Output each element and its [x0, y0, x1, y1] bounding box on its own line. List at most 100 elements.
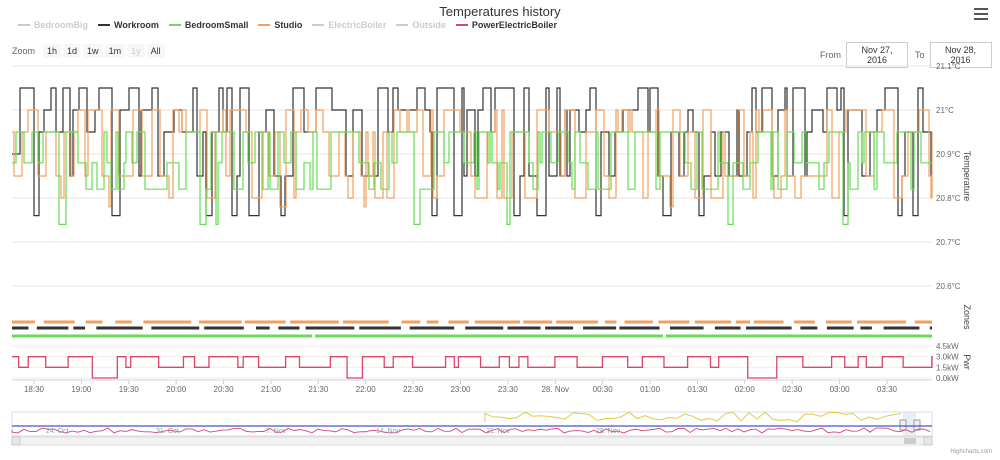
menu-icon[interactable] [974, 8, 988, 20]
x-tick-label: 03:30 [877, 385, 898, 394]
zone-bar-workroom [204, 326, 244, 330]
navigator-handle-right[interactable] [913, 419, 921, 431]
zone-bar-studio [199, 320, 242, 324]
zone-bar-studio [290, 320, 339, 324]
zone-bar-studio [244, 320, 286, 324]
x-tick-label: 19:00 [71, 385, 92, 394]
x-tick-label: 02:00 [735, 385, 756, 394]
zone-bar-workroom [255, 326, 270, 330]
zone-bar-studio [523, 320, 553, 324]
zone-bar-workroom [73, 326, 86, 330]
zone-bar-studio [401, 320, 421, 324]
y-tick-label: 4.5kW [936, 342, 959, 351]
legend-label: ElectricBoiler [328, 20, 387, 30]
zoom-all-button[interactable]: All [146, 44, 165, 58]
scrollbar-thumb[interactable] [904, 438, 916, 444]
y-tick-label: 1.5kW [936, 363, 959, 372]
zoom-1m-button[interactable]: 1m [104, 44, 126, 58]
zone-bar-studio [825, 320, 852, 324]
zone-bar-studio [12, 320, 35, 324]
x-tick-label: 00:30 [593, 385, 614, 394]
zone-bar-bedroomsmall [12, 334, 313, 338]
zone-bar-studio [143, 320, 192, 324]
zoom-1h-button[interactable]: 1h [43, 44, 62, 58]
zone-bar-workroom [670, 326, 704, 330]
navigator-tick-label: 14. Nov [376, 428, 401, 435]
legend-item-bedroomsmall[interactable]: BedroomSmall [168, 20, 248, 30]
legend-item-studio[interactable]: Studio [258, 20, 302, 30]
navigator-frame [11, 411, 933, 437]
zone-bar-studio [85, 320, 103, 324]
y-tick-label: 0.0kW [936, 374, 959, 383]
scrollbar-left-button[interactable] [11, 436, 21, 446]
zone-bar-workroom [826, 326, 854, 330]
zoom-1y-button[interactable]: 1y [127, 44, 145, 58]
zone-bar-studio [856, 320, 906, 324]
legend-item-workroom[interactable]: Workroom [98, 20, 159, 30]
power-axis-title: Pwr [962, 354, 972, 370]
zone-bar-workroom [545, 326, 574, 330]
navigator-tick-label: 21. Nov [486, 428, 511, 435]
legend-label: PowerElectricBoiler [471, 20, 557, 30]
zone-bar-studio [794, 320, 815, 324]
zoom-label: Zoom [12, 46, 36, 56]
zone-bar-bedroomsmall [315, 334, 663, 338]
from-date-input[interactable]: Nov 27, 2016 [846, 42, 908, 68]
x-tick-label: 19:30 [119, 385, 140, 394]
legend-item-bedroombig[interactable]: BedroomBig [18, 20, 88, 30]
legend-swatch [168, 24, 181, 26]
legend-label: BedroomBig [34, 20, 88, 30]
zoom-1w-button[interactable]: 1w [83, 44, 103, 58]
legend-item-electricboiler[interactable]: ElectricBoiler [312, 20, 386, 30]
zone-bar-workroom [465, 326, 504, 330]
navigator-handle-left[interactable] [899, 419, 907, 431]
zone-bar-studio [604, 320, 617, 324]
x-tick-label: 23:30 [498, 385, 519, 394]
nav-series-line [11, 427, 931, 434]
zone-bar-workroom [278, 326, 300, 330]
legend-item-outside[interactable]: Outside [396, 20, 446, 30]
y-tick-label: 20.8°C [936, 194, 961, 203]
x-tick-label: 23:00 [450, 385, 471, 394]
to-label: To [915, 50, 925, 60]
from-label: From [820, 50, 841, 60]
credits-link[interactable]: Highcharts.com [950, 449, 992, 455]
nav-series-line [484, 411, 902, 423]
zone-bar-studio [694, 320, 732, 324]
zone-bar-workroom [305, 326, 355, 330]
navigator-tick-label: 7. Nov [266, 428, 287, 435]
x-tick-label: 22:00 [356, 385, 377, 394]
zone-bar-workroom [929, 326, 932, 330]
zone-bar-workroom [36, 326, 69, 330]
x-tick-label: 01:00 [640, 385, 661, 394]
legend-label: Workroom [114, 20, 159, 30]
y-tick-label: 21.1°C [936, 62, 961, 71]
scrollbar-track[interactable] [11, 436, 933, 446]
zoom-controls: Zoom 1h 1d 1w 1m 1y All [12, 44, 165, 58]
zone-bar-workroom [96, 326, 143, 330]
zone-bar-studio [753, 320, 784, 324]
zone-bar-workroom [409, 326, 455, 330]
zone-bar-studio [426, 320, 439, 324]
zone-bar-workroom [359, 326, 401, 330]
zone-bar-studio [735, 320, 751, 324]
x-tick-label: 22:30 [403, 385, 424, 394]
zone-bar-studio [914, 320, 932, 324]
x-tick-label: 03:00 [830, 385, 851, 394]
legend-swatch [18, 24, 30, 26]
scrollbar-right-button[interactable] [923, 436, 933, 446]
x-tick-label: 21:00 [261, 385, 282, 394]
legend-swatch [455, 24, 468, 26]
legend-item-powerelectricboiler[interactable]: PowerElectricBoiler [455, 20, 557, 30]
range-selector: From Nov 27, 2016 To Nov 28, 2016 [820, 42, 992, 68]
to-date-input[interactable]: Nov 28, 2016 [929, 42, 992, 68]
series-line-bedroomsmall [12, 131, 932, 225]
zone-bar-workroom [714, 326, 741, 330]
zone-bar-workroom [746, 326, 792, 330]
zone-bar-studio [474, 320, 520, 324]
temperature-axis-title: Temperature [962, 151, 972, 202]
zone-bar-bedroomsmall [665, 334, 932, 338]
legend-swatch [98, 24, 110, 26]
zoom-1d-button[interactable]: 1d [63, 44, 82, 58]
